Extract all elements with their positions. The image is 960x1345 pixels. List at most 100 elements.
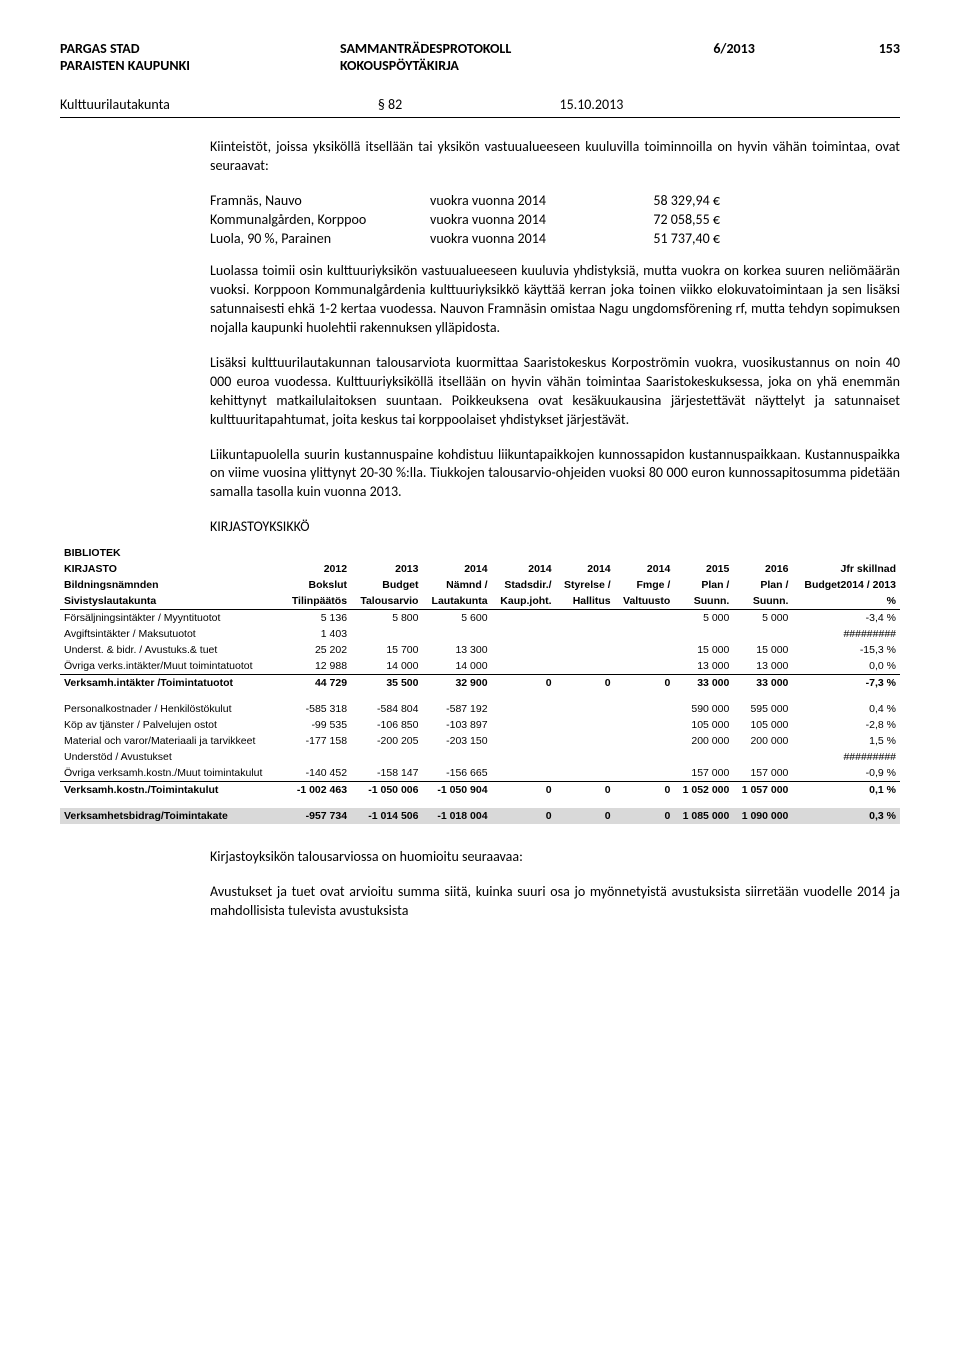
fin-cell (492, 733, 556, 749)
fin-cell: 1 403 (283, 626, 351, 642)
fin-cell (492, 717, 556, 733)
fin-cell: -7,3 % (792, 675, 900, 692)
fin-cell (615, 765, 675, 782)
fin-cell: 0,4 % (792, 701, 900, 717)
fin-cell: 0,1 % (792, 782, 900, 799)
footer-paragraph: Kirjastoyksikön talousarviossa on huomio… (210, 848, 900, 867)
fin-col: Bokslut (283, 577, 351, 593)
fin-cell: 35 500 (351, 675, 422, 692)
fin-cell (351, 749, 422, 765)
fin-cell: 5 600 (422, 610, 491, 627)
fin-cell: 5 000 (733, 610, 792, 627)
fin-row-label: Övriga verksamh.kostn./Muut toimintakulu… (60, 765, 283, 782)
fin-cell: -158 147 (351, 765, 422, 782)
fin-year: 2012 (283, 561, 351, 577)
fin-cell: 157 000 (674, 765, 733, 782)
fin-cell (615, 749, 675, 765)
fin-cell: -99 535 (283, 717, 351, 733)
fin-cell: -1 014 506 (351, 808, 422, 824)
fin-cell: 1 085 000 (674, 808, 733, 824)
fin-cell: -1 050 904 (422, 782, 491, 799)
fin-cell: -15,3 % (792, 642, 900, 658)
fin-cell: 5 000 (674, 610, 733, 627)
fin-year: 2014 (556, 561, 615, 577)
fin-cell: 0 (492, 782, 556, 799)
fin-cell: 1,5 % (792, 733, 900, 749)
fin-cell: -1 018 004 (422, 808, 491, 824)
fin-col: Talousarvio (351, 593, 422, 610)
fin-cell (556, 717, 615, 733)
fin-cell (615, 642, 675, 658)
fin-cell (351, 626, 422, 642)
fin-cell (556, 733, 615, 749)
fin-cell: 1 052 000 (674, 782, 733, 799)
fin-year: 2015 (674, 561, 733, 577)
fin-cell (556, 610, 615, 627)
fin-cell: 33 000 (674, 675, 733, 692)
fin-sum-label: Verksamhetsbidrag/Toimintakate (60, 808, 283, 824)
fin-cell (674, 626, 733, 642)
fin-col: Budget2014 / 2013 (792, 577, 900, 593)
fin-cell (615, 658, 675, 675)
fin-cell: -177 158 (283, 733, 351, 749)
fin-row-label: Övriga verks.intäkter/Muut toimintatuoto… (60, 658, 283, 675)
fin-cell: -587 192 (422, 701, 491, 717)
fin-cell: 12 988 (283, 658, 351, 675)
fin-cell: 1 090 000 (733, 808, 792, 824)
rent-table: Framnäs, Nauvo vuokra vuonna 2014 58 329… (210, 192, 900, 249)
fin-col: Lautakunta (422, 593, 491, 610)
fin-cell: 595 000 (733, 701, 792, 717)
fin-cell (615, 701, 675, 717)
fin-cell (615, 717, 675, 733)
fin-col: Suunn. (733, 593, 792, 610)
rent-name: Kommunalgården, Korppoo (210, 211, 430, 230)
org-name-2: PARAISTEN KAUPUNKI (60, 57, 340, 74)
fin-col: Sivistyslautakunta (60, 593, 283, 610)
fin-col: Kaup.joht. (492, 593, 556, 610)
fin-cell (422, 626, 491, 642)
fin-cell (615, 733, 675, 749)
fin-cell (615, 610, 675, 627)
fin-cell: 5 800 (351, 610, 422, 627)
fin-cell: 0,0 % (792, 658, 900, 675)
fin-cell: -1 050 006 (351, 782, 422, 799)
section-date: 15.10.2013 (559, 96, 900, 113)
fin-cell (733, 749, 792, 765)
rent-amount: 51 737,40 € (610, 230, 720, 249)
fin-col: Budget (351, 577, 422, 593)
fin-row-label: Material och varor/Materiaali ja tarvikk… (60, 733, 283, 749)
fin-cell: 0 (615, 782, 675, 799)
paragraph-no: § 82 (378, 96, 560, 113)
fin-cell: 157 000 (733, 765, 792, 782)
fin-cell (674, 749, 733, 765)
fin-cell: -203 150 (422, 733, 491, 749)
fin-cell: 33 000 (733, 675, 792, 692)
fin-year: 2014 (422, 561, 491, 577)
fin-cell: 15 700 (351, 642, 422, 658)
fin-col: Stadsdir./ (492, 577, 556, 593)
fin-year: 2013 (351, 561, 422, 577)
fin-title2: KIRJASTO (60, 561, 283, 577)
fin-col: Fmge / (615, 577, 675, 593)
page-number: 153 (830, 40, 900, 57)
body-paragraph: Liikuntapuolella suurin kustannuspaine k… (210, 446, 900, 503)
rent-name: Framnäs, Nauvo (210, 192, 430, 211)
fin-year: 2016 (733, 561, 792, 577)
fin-cell (283, 749, 351, 765)
fin-cell: 15 000 (674, 642, 733, 658)
fin-col: % (792, 593, 900, 610)
fin-sum-label: Verksamh.intäkter /Toimintatuotot (60, 675, 283, 692)
fin-cell: -156 665 (422, 765, 491, 782)
fin-cell: 0 (492, 675, 556, 692)
fin-cell: -200 205 (351, 733, 422, 749)
fin-cell (733, 626, 792, 642)
fin-cell (615, 626, 675, 642)
fin-col: Styrelse / (556, 577, 615, 593)
fin-cell: -0,9 % (792, 765, 900, 782)
fin-cell: 32 900 (422, 675, 491, 692)
fin-col: Bildningsnämnden (60, 577, 283, 593)
fin-col: Plan / (674, 577, 733, 593)
fin-cell: 0 (556, 808, 615, 824)
fin-cell (492, 658, 556, 675)
fin-col: Plan / (733, 577, 792, 593)
